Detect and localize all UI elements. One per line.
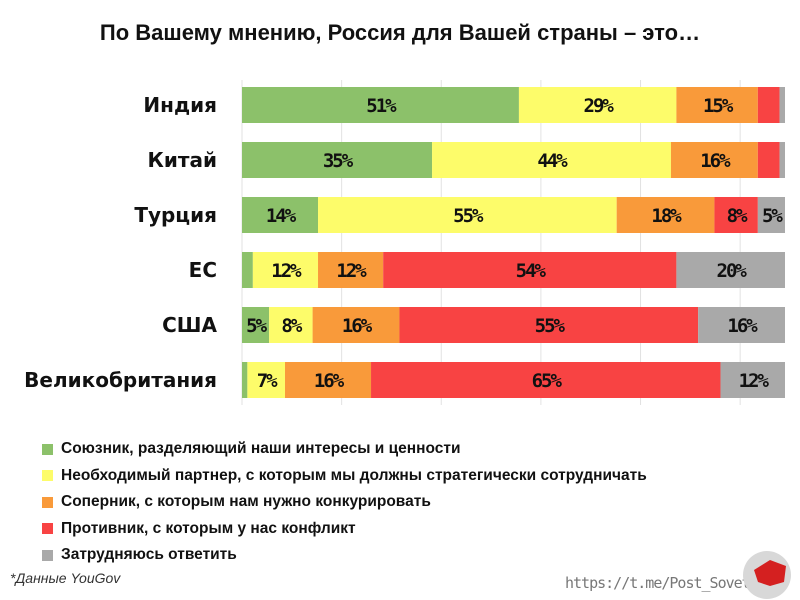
legend-label: Соперник, с которым нам нужно конкуриров…: [61, 493, 431, 511]
legend-label: Необходимый партнер, с которым мы должны…: [61, 466, 647, 484]
legend-label: Противник, с которым у нас конфликт: [61, 519, 356, 537]
category-label: США: [162, 313, 217, 337]
bar-segment: [242, 252, 253, 288]
data-label: 5%: [762, 205, 783, 227]
legend-item: Затрудняюсь ответить: [42, 542, 647, 569]
bar-segment: [518, 87, 677, 123]
data-label: 5%: [246, 315, 267, 337]
bar-segment: [371, 362, 721, 398]
globe-logo-icon: [743, 551, 791, 599]
category-label: Турция: [134, 203, 217, 227]
data-label: 12%: [739, 370, 770, 392]
legend-label: Союзник, разделяющий наши интересы и цен…: [61, 440, 461, 458]
data-label: 16%: [727, 315, 758, 337]
data-label: 44%: [537, 150, 568, 172]
watermark-url[interactable]: https://t.me/Post_Sovet: [565, 574, 751, 592]
legend-swatch: [42, 470, 53, 482]
bar-segment: [616, 197, 715, 233]
data-label: 12%: [336, 260, 367, 282]
bar-segment: [432, 142, 671, 178]
bar-segment: [247, 362, 286, 398]
bar-segment: [757, 87, 780, 123]
bar-segment: [670, 142, 758, 178]
bar-segment: [318, 197, 617, 233]
legend: Союзник, разделяющий наши интересы и цен…: [42, 436, 647, 569]
category-label: ЕС: [189, 258, 217, 282]
data-label: 65%: [532, 370, 563, 392]
bar-segment: [252, 252, 319, 288]
category-label: Китай: [148, 148, 217, 172]
data-label: 35%: [323, 150, 354, 172]
data-label: 29%: [584, 95, 615, 117]
legend-item: Союзник, разделяющий наши интересы и цен…: [42, 436, 647, 463]
data-label: 18%: [651, 205, 682, 227]
bar-segment: [698, 307, 785, 343]
bar-segment: [714, 197, 758, 233]
bar-segment: [242, 307, 270, 343]
legend-item: Необходимый партнер, с которым мы должны…: [42, 463, 647, 490]
bar-segment: [269, 307, 313, 343]
bar-segment: [242, 142, 433, 178]
bar-segment: [242, 362, 248, 398]
data-label: 54%: [516, 260, 547, 282]
data-label: 16%: [700, 150, 731, 172]
legend-swatch: [42, 523, 53, 535]
bar-segment: [757, 197, 785, 233]
data-label: 16%: [342, 315, 373, 337]
bar-segment: [676, 252, 785, 288]
data-label: 55%: [535, 315, 566, 337]
legend-swatch: [42, 443, 53, 455]
data-label: 12%: [271, 260, 302, 282]
legend-swatch: [42, 496, 53, 508]
category-label: Великобритания: [24, 368, 217, 392]
bar-segment: [318, 252, 384, 288]
data-label: 16%: [314, 370, 345, 392]
bar-segment: [779, 87, 785, 123]
bar-segment: [676, 87, 758, 123]
chart-title: По Вашему мнению, Россия для Вашей стран…: [99, 20, 701, 45]
data-label: 8%: [727, 205, 748, 227]
data-label: 8%: [281, 315, 302, 337]
legend-item: Соперник, с которым нам нужно конкуриров…: [42, 489, 647, 516]
data-label: 55%: [453, 205, 484, 227]
bar-segment: [757, 142, 780, 178]
bar-segment: [720, 362, 785, 398]
bar-segment: [399, 307, 699, 343]
legend-item: Противник, с которым у нас конфликт: [42, 516, 647, 543]
data-label: 7%: [257, 370, 278, 392]
legend-label: Затрудняюсь ответить: [61, 546, 237, 564]
bar-segment: [242, 87, 519, 123]
legend-swatch: [42, 549, 53, 561]
source-note: *Данные YouGov: [10, 570, 121, 586]
bar-segment: [779, 142, 785, 178]
bar-segment: [285, 362, 372, 398]
data-label: 20%: [717, 260, 748, 282]
bar-segment: [242, 197, 319, 233]
data-label: 15%: [703, 95, 734, 117]
data-label: 14%: [266, 205, 297, 227]
bar-segment: [383, 252, 677, 288]
category-label: Индия: [143, 93, 217, 117]
bar-segment: [312, 307, 400, 343]
stacked-bar-chart: Индия 51% 29% 15% Китай 35% 44% 16% Турция 14% 55%…: [24, 80, 785, 405]
data-label: 51%: [366, 95, 397, 117]
